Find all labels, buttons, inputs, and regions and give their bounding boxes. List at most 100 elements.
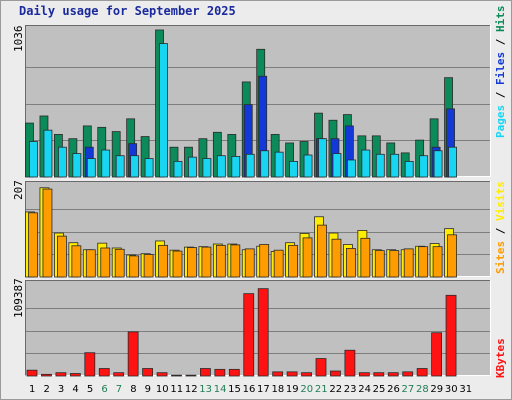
day-label: 6 [101,384,107,395]
day-label: 26 [387,384,400,395]
day-label: 13 [199,384,212,395]
day-label: 23 [344,384,357,395]
pages-bar [448,146,457,178]
day-label: 25 [373,384,386,395]
kbytes-bar [257,288,269,377]
bot-legend: KBytes [494,338,507,378]
legend-visits: Visits [494,181,507,221]
day-label: 16 [243,384,256,395]
chart-title: Daily usage for September 2025 [19,4,236,18]
sites-bar [42,188,53,278]
pages-bar [346,159,356,178]
kbytes-bar [330,370,341,377]
day-label: 11 [170,384,183,395]
day-label: 8 [130,384,136,395]
day-label: 29 [430,384,443,395]
pages-bar [274,151,284,178]
sites-bar [129,255,140,278]
kbytes-bar [84,352,96,377]
pages-bar [361,149,371,178]
sites-bar [244,248,255,278]
day-label: 3 [58,384,64,395]
pages-bar [404,160,414,178]
kbytes-bar [113,372,125,377]
pages-bar [433,150,443,178]
kbytes-bar [286,371,298,377]
day-label: 22 [329,384,342,395]
kbytes-bar [26,369,38,377]
legend-pages: Pages [494,104,507,138]
sites-bar [345,248,356,278]
pages-bar [29,141,38,178]
day-label: 20 [300,384,313,395]
kbytes-bar [98,368,110,377]
sites-bar [187,247,197,278]
sites-bar [230,244,241,278]
kbytes-bar [272,371,284,377]
kbytes-bar [127,331,139,377]
day-label: 31 [459,384,472,395]
legend-kbytes: KBytes [494,338,507,378]
sites-bar [302,237,313,278]
kbytes-bar [55,372,67,377]
sites-bar [143,254,154,278]
sites-bar [215,244,226,278]
kbytes-bar [416,368,428,377]
day-label: 14 [214,384,227,395]
sites-bar [158,244,168,278]
sites-bar [317,224,327,278]
sites-bar [201,246,212,278]
pages-bar [332,153,342,178]
pages-bar [260,150,270,178]
top-legend: Pages / Files / Hits [494,6,507,139]
sites-bar [331,238,342,278]
kbytes-bar [228,368,240,377]
kbytes-bar [387,372,399,377]
kbytes-bar [156,372,168,377]
legend-sep-1: / [494,85,507,105]
kbytes-bar [142,368,154,377]
legend-sep-3: / [494,221,507,241]
day-label: 19 [286,384,299,395]
pages-bar [318,138,327,178]
kbytes-bar [344,349,356,377]
kbytes-bar [214,368,226,377]
sites-bar [447,234,457,278]
day-label: 5 [87,384,93,395]
pages-bar [86,158,96,178]
kbytes-bar [358,372,370,377]
pages-bar [159,43,168,178]
pages-bar [58,146,67,178]
legend-hits: Hits [494,5,507,33]
pages-bar [202,158,212,178]
pages-bar [101,149,111,178]
sites-bar [259,244,270,278]
sites-bar [273,249,284,278]
sites-bar [71,245,82,278]
sites-bar [85,249,96,278]
sites-bar [100,247,111,278]
kbytes-bar [402,371,414,377]
day-label: 9 [145,384,151,395]
sites-bar [389,250,400,278]
pages-bar [245,153,255,178]
day-label: 24 [358,384,371,395]
panel-bot-border-dark [25,280,491,376]
sites-bar [432,246,443,278]
sites-bar [57,235,67,278]
day-label: 1 [29,384,35,395]
kbytes-bar [171,374,182,377]
pages-bar [188,156,197,178]
bot-max-label: 109387 [12,278,25,318]
pages-bar [231,156,241,178]
pages-bar [289,160,299,178]
day-label: 27 [402,384,415,395]
pages-bar [216,155,226,178]
day-label: 12 [185,384,198,395]
day-label: 10 [156,384,169,395]
sites-bar [28,212,38,278]
sites-bar [403,248,414,278]
mid-max-label: 207 [12,180,25,200]
top-max-label: 1036 [12,25,25,53]
